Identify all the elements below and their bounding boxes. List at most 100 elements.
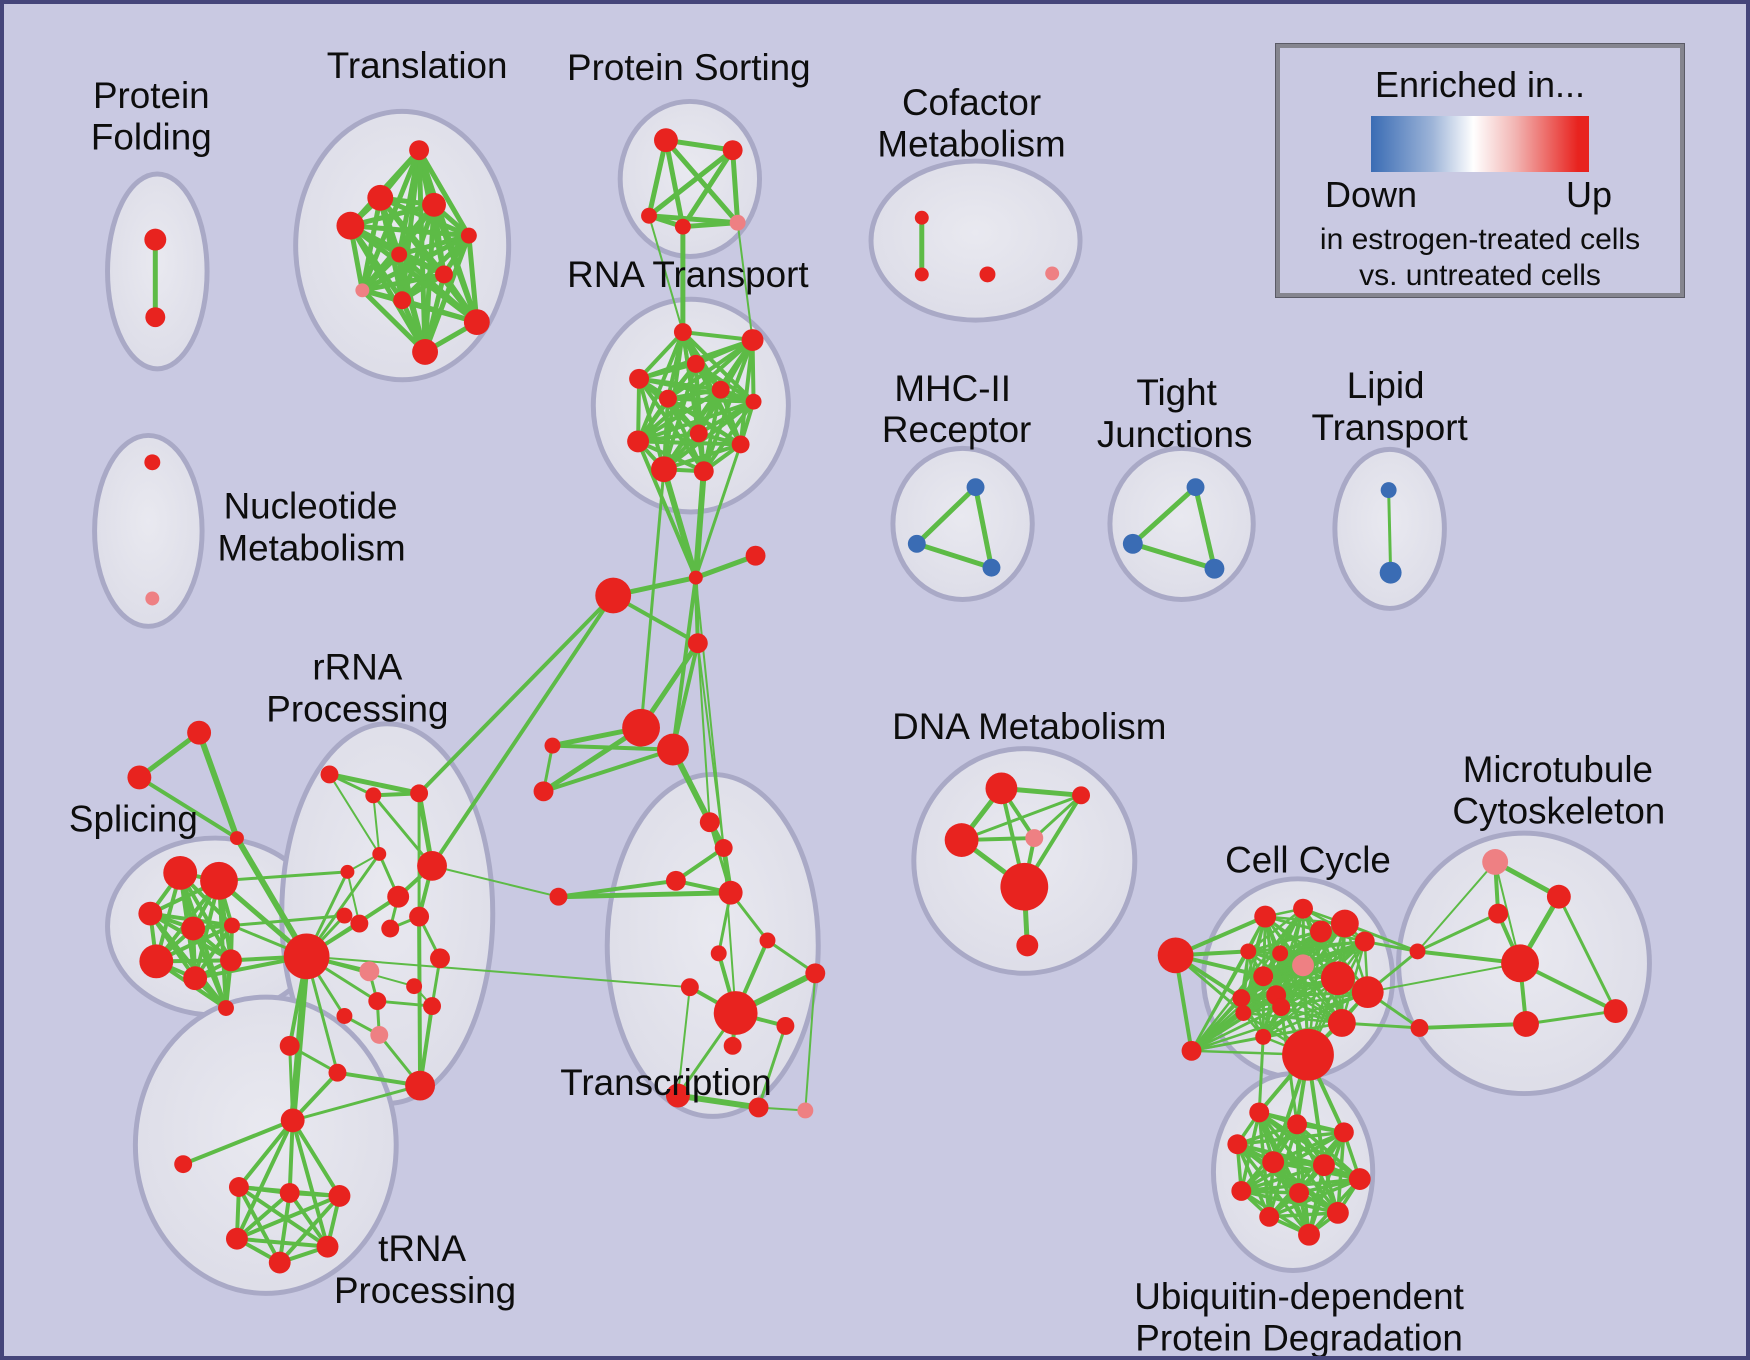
edge <box>637 376 756 404</box>
edge <box>1366 962 1522 994</box>
node-tx9 <box>713 991 758 1035</box>
node-u4 <box>1227 1134 1248 1155</box>
node-cc13 <box>1351 976 1384 1009</box>
cluster-label: Junctions <box>1097 414 1253 455</box>
node-tf <box>268 1251 291 1274</box>
node-rt11 <box>651 456 677 483</box>
edge <box>1524 1009 1618 1026</box>
node-h2 <box>745 545 766 566</box>
cluster-label: Transcription <box>560 1062 771 1103</box>
edge <box>541 747 675 794</box>
node-r_s <box>279 1035 300 1056</box>
node-r_e <box>340 864 355 879</box>
node-u8 <box>1289 1183 1310 1203</box>
node-CCL <box>1157 937 1194 974</box>
node-s2 <box>533 781 554 802</box>
node-n1 <box>144 454 161 471</box>
edge <box>1278 940 1366 955</box>
edge <box>636 439 706 474</box>
node-lp1 <box>1380 482 1397 499</box>
node-m2 <box>907 534 926 553</box>
edge <box>665 396 756 404</box>
node-tl <box>174 1155 193 1174</box>
node-cc5 <box>1354 931 1375 952</box>
edge <box>1032 793 1083 840</box>
edge <box>674 1092 762 1111</box>
cluster-label: Processing <box>266 688 448 729</box>
node-r_m <box>406 978 423 995</box>
cluster-label: Metabolism <box>217 527 405 568</box>
edge <box>670 641 700 752</box>
cluster-label: Transport <box>1312 407 1468 448</box>
edge <box>1242 1011 1344 1025</box>
node-b2 <box>657 733 689 766</box>
legend-title: Enriched in... <box>1374 64 1586 105</box>
node-tx10 <box>805 963 826 984</box>
node-rt9 <box>627 430 650 453</box>
edge <box>660 466 699 581</box>
node-ps2 <box>722 140 743 161</box>
node-rt5 <box>658 389 677 408</box>
node-b1 <box>622 708 660 747</box>
edge <box>417 593 616 796</box>
edge <box>680 147 736 230</box>
node-m1 <box>966 478 985 497</box>
edge <box>217 870 349 883</box>
edge <box>1261 975 1344 1025</box>
edge <box>636 330 685 444</box>
edge <box>680 330 756 404</box>
cluster-label: Microtubule <box>1463 749 1653 790</box>
edge <box>708 820 733 895</box>
node-rt12 <box>693 461 714 482</box>
node-u3 <box>1333 1122 1354 1143</box>
node-s1 <box>544 737 561 754</box>
edge <box>234 1193 342 1241</box>
cluster-label: Splicing <box>69 799 198 840</box>
edge <box>696 642 725 849</box>
edge <box>1193 484 1217 572</box>
node-tx12 <box>723 1036 742 1055</box>
node-t5 <box>460 227 477 244</box>
edge <box>648 214 684 334</box>
cluster-label: Protein Sorting <box>567 47 811 88</box>
edge <box>290 1118 342 1198</box>
edge <box>422 271 447 355</box>
edge <box>234 1236 330 1249</box>
edge <box>417 914 423 1088</box>
edge <box>1235 1122 1299 1146</box>
edge <box>757 1024 787 1109</box>
legend-caption: in estrogen-treated cells vs. untreated … <box>1280 222 1680 294</box>
edge <box>694 576 725 849</box>
cluster-ellipse-mhc-ii-receptor <box>890 445 1035 602</box>
node-h1 <box>688 570 703 585</box>
cluster-ellipse-cofactor-metabolism <box>868 158 1083 323</box>
edge <box>287 1190 330 1249</box>
node-cc18 <box>1327 1009 1356 1037</box>
edge <box>1190 907 1305 1053</box>
node-u1 <box>1249 1102 1270 1123</box>
edge <box>290 1118 330 1249</box>
node-mt4 <box>1501 944 1539 983</box>
node-tx5 <box>549 887 568 906</box>
edge <box>973 484 994 571</box>
edge <box>1267 1211 1340 1219</box>
node-t10 <box>463 309 490 336</box>
node-r_c <box>410 784 429 803</box>
node-tg1 <box>187 720 212 745</box>
edge <box>431 864 560 898</box>
edge <box>736 221 754 342</box>
node-tx14 <box>748 1097 769 1118</box>
node-r_g <box>387 885 410 908</box>
edge <box>1235 1142 1362 1181</box>
edge <box>233 835 310 960</box>
cluster-label: Metabolism <box>877 124 1065 165</box>
cluster-label: RNA Transport <box>567 254 808 295</box>
node-cf2 <box>914 267 929 282</box>
edge <box>661 442 743 472</box>
node-tb <box>279 1183 300 1203</box>
node-sp7 <box>183 966 208 991</box>
node-tx4 <box>718 880 743 905</box>
edge <box>960 793 1083 842</box>
node-ps1 <box>654 128 678 153</box>
node-r_t <box>328 1063 347 1082</box>
